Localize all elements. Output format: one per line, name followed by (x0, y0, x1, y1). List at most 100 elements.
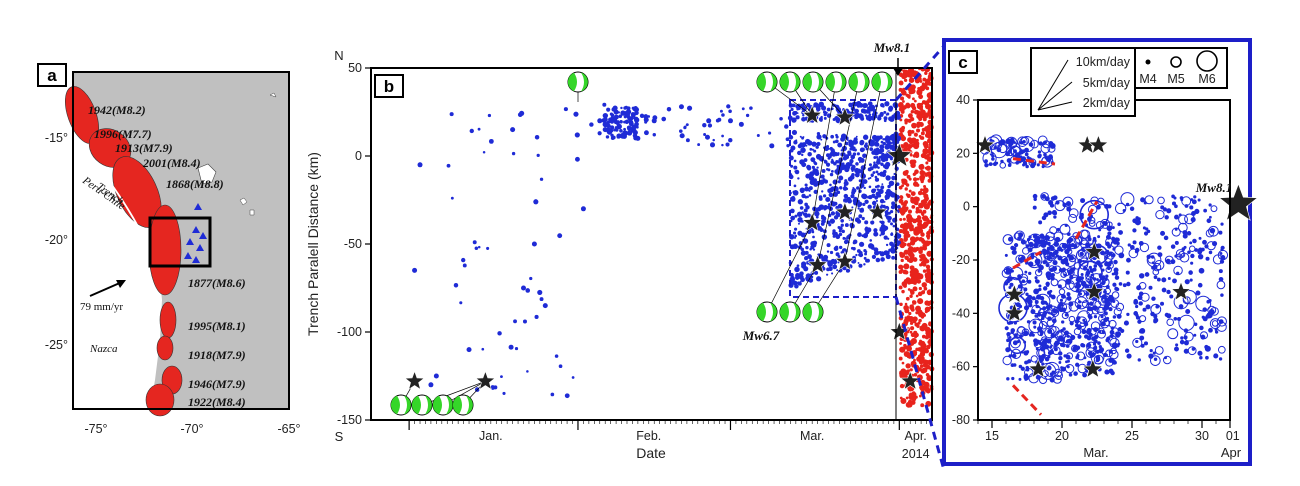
c-event-dot (1087, 276, 1096, 285)
c-event-dot (1066, 206, 1072, 212)
aftershock-dot (918, 359, 924, 365)
c-event-dot (1094, 300, 1102, 308)
c-event-dot (1202, 316, 1208, 322)
event-dot (869, 176, 872, 180)
event-dot (870, 246, 875, 250)
c-event-dot (1032, 320, 1037, 325)
c-event-dot (1153, 275, 1158, 280)
event-dot (702, 122, 707, 128)
c-event-dot (1208, 225, 1219, 237)
c-event-dot (1145, 227, 1149, 231)
aftershock-dot (903, 263, 910, 270)
c-event-dot (1038, 220, 1043, 225)
focal-mechanism-icon (432, 394, 454, 416)
c-event-dot (1060, 366, 1066, 372)
aftershock-dot (918, 286, 922, 291)
focal-ball-quadrant (756, 302, 766, 322)
event-dot (517, 112, 523, 118)
panel-b-plot-area (371, 68, 932, 420)
c-y-tick-label: -40 (952, 306, 970, 320)
migration-front-line (1074, 200, 1099, 240)
event-dot (788, 135, 794, 140)
c-event-dot (1139, 329, 1144, 334)
c-event-dot (1127, 243, 1131, 247)
aftershock-dot (928, 175, 932, 179)
aftershock-dot (906, 344, 912, 350)
event-dot (796, 108, 799, 111)
aftershock-dot (927, 108, 931, 112)
c-event-dot (1046, 365, 1052, 371)
event-dot (887, 219, 891, 223)
event-dot (811, 228, 814, 232)
event-dot (890, 192, 896, 198)
focal-ball-quadrant (567, 72, 577, 92)
c-event-dot (1104, 287, 1111, 295)
c-event-dot (1183, 340, 1189, 346)
focal-ball-quadrant (452, 395, 462, 415)
event-dot (792, 195, 795, 199)
event-dot (868, 113, 872, 117)
c-event-dot (1189, 241, 1193, 245)
aftershock-dot (903, 284, 907, 288)
c-event-dot (1125, 270, 1130, 275)
event-dot (808, 194, 812, 197)
c-event-dot (1051, 370, 1056, 375)
study-area-box (148, 216, 212, 268)
event-dot (874, 175, 878, 179)
c-event-dot (1205, 256, 1210, 261)
event-dot (822, 194, 827, 198)
c-event-dot (1113, 307, 1122, 316)
event-dot (602, 112, 609, 119)
c-event-dot (1203, 208, 1208, 213)
c-event-dot (1160, 205, 1165, 210)
plate-rate-label: 79 mm/yr (80, 301, 123, 313)
event-dot (890, 204, 896, 210)
c-event-dot (1174, 214, 1179, 220)
c-event-dot (1107, 334, 1117, 345)
c-event-dot (1206, 299, 1211, 304)
star-icon (1083, 281, 1105, 301)
c-event-dot (1018, 364, 1023, 369)
c-event-dot (1184, 331, 1194, 342)
c-event-dot (1156, 277, 1161, 282)
event-dot (867, 106, 873, 112)
event-dot (513, 319, 517, 324)
event-dot (843, 184, 846, 187)
event-dot (863, 186, 866, 190)
c-event-dot (1045, 262, 1050, 268)
event-dot (627, 116, 632, 121)
rupture-zone (145, 383, 175, 417)
c-event-dot (1068, 254, 1077, 263)
c-event-dot (1143, 341, 1149, 346)
event-dot (860, 207, 864, 211)
c-event-dot (1211, 241, 1218, 247)
aftershock-dot (917, 354, 922, 359)
aftershock-dot (898, 80, 904, 86)
aftershock-dot (903, 238, 908, 242)
event-dot (610, 125, 615, 130)
aftershock-dot (920, 188, 924, 192)
event-dot (884, 194, 890, 200)
c-event-dot (1155, 209, 1165, 220)
c-event-dot (1081, 343, 1086, 348)
event-dot (808, 186, 813, 191)
migration-fronts (1011, 157, 1099, 416)
event-dot (801, 263, 807, 269)
event-dot (620, 110, 626, 116)
event-dot (800, 103, 805, 108)
focal-ball-quadrant (770, 72, 777, 92)
c-event-dot (1037, 150, 1042, 154)
c-event-dot (1208, 203, 1212, 207)
event-dot (896, 135, 901, 141)
c-y-tick-label: -60 (952, 360, 970, 374)
c-event-dot (1009, 141, 1014, 146)
event-dot (633, 106, 638, 111)
event-dot (477, 127, 481, 131)
aftershock-dot (907, 209, 913, 214)
magnitude-symbol-m4 (1145, 59, 1151, 65)
panel-c-y-ticks: 40 20 0 -20 -40 -60 -80 (952, 93, 978, 427)
aftershock-dot (917, 273, 924, 280)
aftershock-dot (922, 148, 929, 155)
aftershock-dot (910, 197, 917, 204)
aftershock-dot (912, 339, 915, 343)
